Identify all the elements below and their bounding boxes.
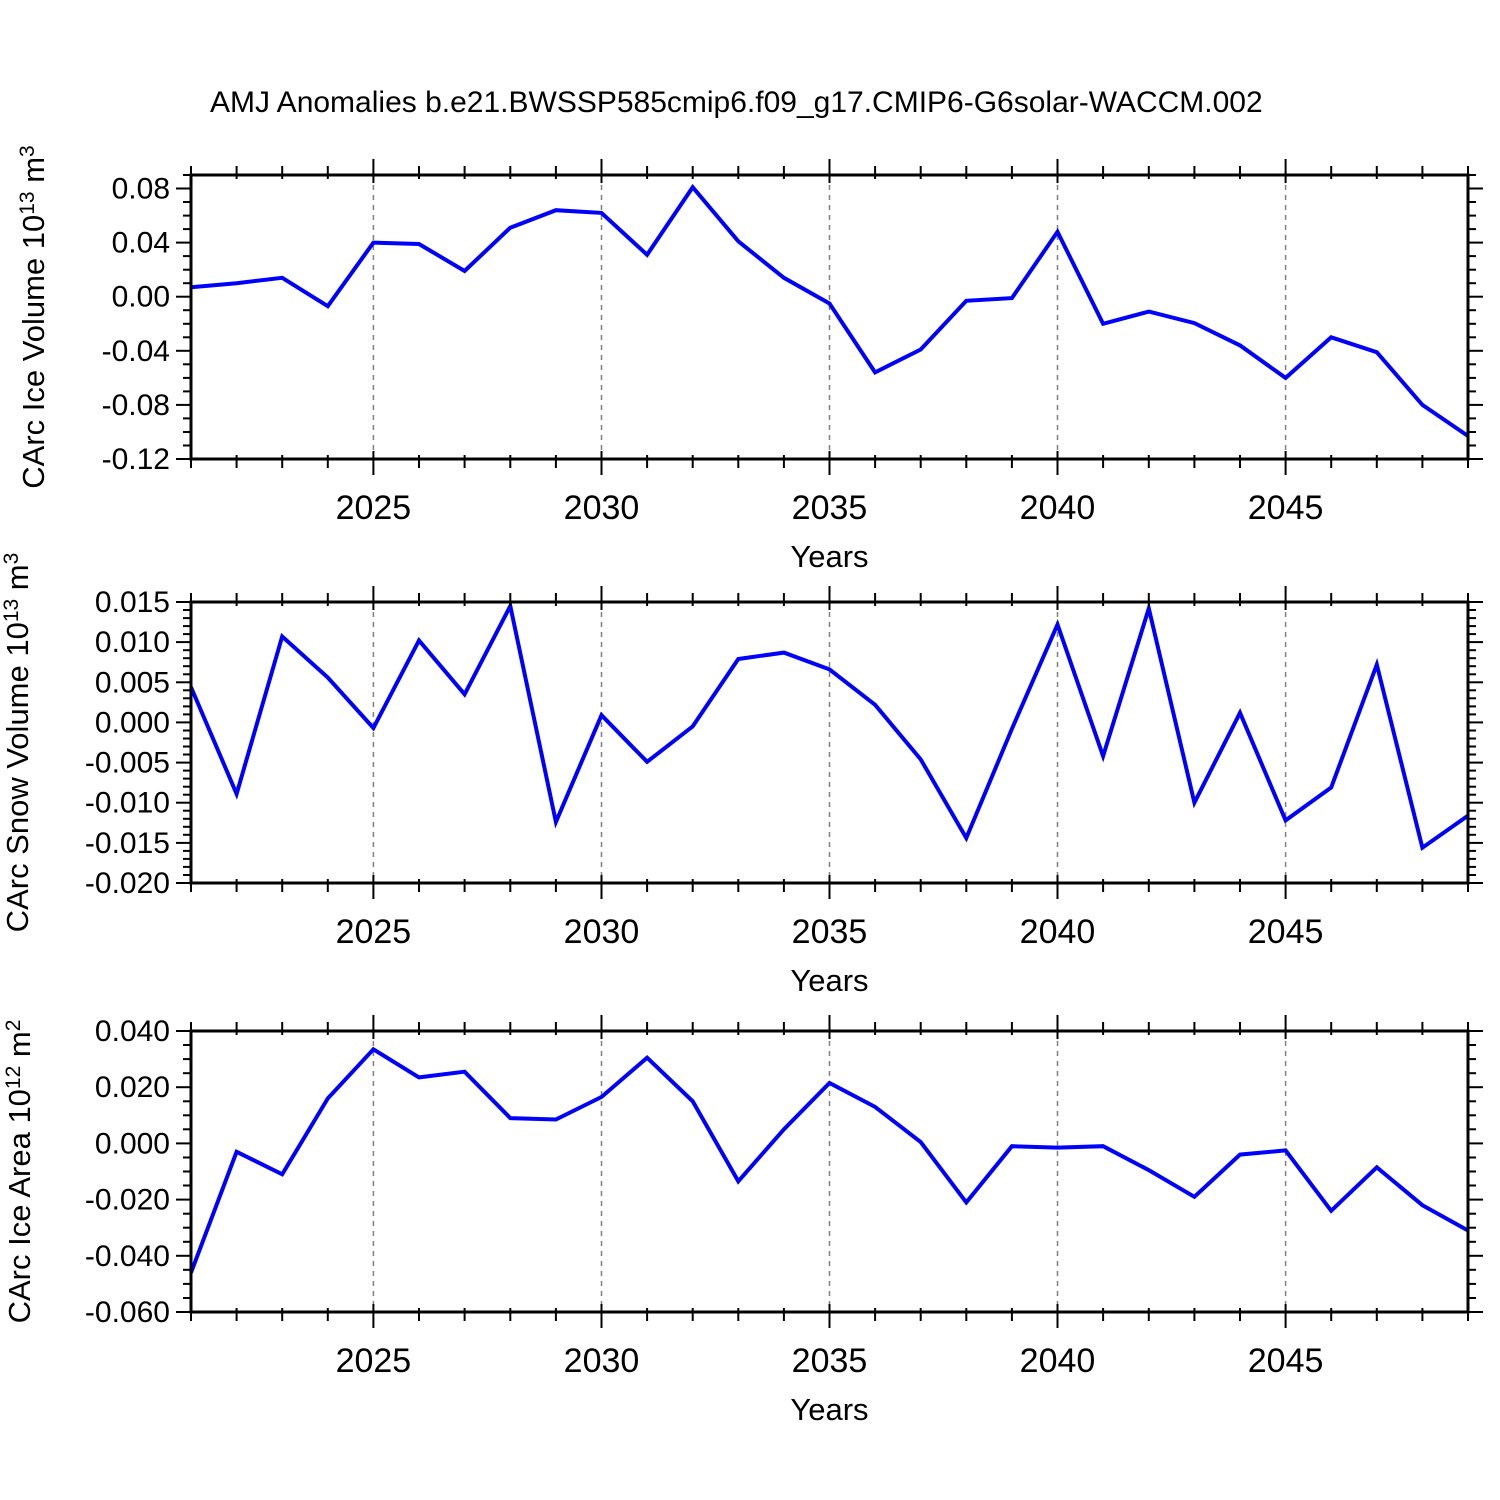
- axis-ticks: [176, 159, 1483, 475]
- axis-ticks: [176, 1015, 1483, 1328]
- chart-title: AMJ Anomalies b.e21.BWSSP585cmip6.f09_g1…: [210, 86, 1263, 119]
- y-tick-label: 0.00: [112, 281, 170, 314]
- series-line-carc-snow-volume: [189, 600, 1470, 852]
- x-tick-label: 2035: [792, 489, 868, 527]
- x-tick-label: 2030: [564, 489, 640, 527]
- series-line-carc-ice-volume: [190, 183, 1470, 438]
- x-tick-label: 2025: [336, 1342, 412, 1380]
- y-tick-label: 0.04: [112, 227, 170, 260]
- y-tick-label: 0.08: [112, 173, 170, 206]
- x-tick-label: 2025: [336, 913, 412, 951]
- y-tick-label: -0.020: [85, 1184, 170, 1217]
- x-tick-label: 2030: [564, 913, 640, 951]
- y-tick-label: 0.020: [95, 1071, 170, 1104]
- y-tick-label: -0.12: [102, 443, 170, 476]
- x-tick-label: 2025: [336, 489, 412, 527]
- y-tick-label: -0.010: [85, 787, 170, 820]
- x-axis-title: Years: [790, 539, 868, 574]
- x-tick-label: 2030: [564, 1342, 640, 1380]
- y-axis-title: CArc Ice Volume 1013 m3: [16, 145, 51, 488]
- y-tick-label: -0.020: [85, 867, 170, 900]
- y-axis-title: CArc Snow Volume 1013 m3: [0, 553, 35, 933]
- y-axis-title: CArc Ice Area 1012 m2: [2, 1020, 37, 1324]
- x-tick-label: 2045: [1248, 913, 1324, 951]
- y-tick-label: 0.010: [95, 626, 170, 659]
- y-tick-label: 0.000: [95, 1127, 170, 1160]
- x-tick-label: 2040: [1020, 1342, 1096, 1380]
- y-tick-label: 0.005: [95, 666, 170, 699]
- y-tick-label: 0.015: [95, 586, 170, 619]
- x-axis-title: Years: [790, 963, 868, 998]
- panel-carc-ice-area: 0.040 0.020 0.000 -0.020 -0.040 -0.060 2025 203…: [2, 1015, 1483, 1427]
- panel-carc-snow-volume: 0.015 0.010 0.005 0.000 -0.005 -0.010 -0.015 -0…: [0, 553, 1483, 998]
- panel-carc-ice-volume: 0.08 0.04 0.00 -0.04 -0.08 -0.12 2025 2030 2035 2…: [16, 145, 1483, 574]
- y-tick-label: -0.015: [85, 827, 170, 860]
- axis-ticks: [176, 586, 1483, 899]
- x-tick-label: 2035: [792, 1342, 868, 1380]
- series-line-carc-ice-area: [189, 1046, 1469, 1274]
- y-tick-label: -0.08: [102, 389, 170, 422]
- y-tick-label: -0.060: [85, 1296, 170, 1329]
- x-tick-label: 2035: [792, 913, 868, 951]
- y-tick-label: 0.000: [95, 706, 170, 739]
- x-tick-label: 2040: [1020, 489, 1096, 527]
- y-tick-label: -0.005: [85, 747, 170, 780]
- x-tick-label: 2040: [1020, 913, 1096, 951]
- y-tick-label: -0.040: [85, 1240, 170, 1273]
- y-tick-label: 0.040: [95, 1015, 170, 1048]
- x-tick-label: 2045: [1248, 489, 1324, 527]
- x-axis-title: Years: [790, 1392, 868, 1427]
- y-tick-label: -0.04: [102, 335, 170, 368]
- x-tick-label: 2045: [1248, 1342, 1324, 1380]
